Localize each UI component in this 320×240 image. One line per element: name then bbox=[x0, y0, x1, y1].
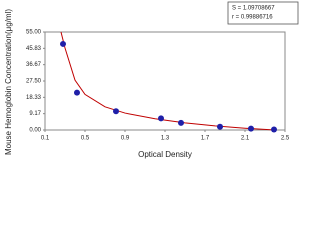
stat-s: S = 1.09708667 bbox=[232, 6, 275, 12]
data-point bbox=[217, 123, 223, 130]
chart: S = 1.09708667 r = 0.99886716 Optical De… bbox=[4, 1, 299, 160]
y-tick-label: 45.83 bbox=[26, 46, 42, 52]
y-axis-label: Mouse Hemoglobin Concentration(μg/ml) bbox=[4, 9, 13, 155]
stat-r: r = 0.99886716 bbox=[232, 15, 273, 21]
y-tick-label: 27.50 bbox=[26, 79, 42, 85]
data-point bbox=[74, 89, 80, 96]
x-tick-label: 0.9 bbox=[121, 136, 130, 142]
x-tick-label: 0.1 bbox=[41, 136, 50, 142]
y-tick-label: 18.33 bbox=[26, 95, 42, 101]
x-tick-label: 1.7 bbox=[201, 136, 210, 142]
y-tick-label: 0.00 bbox=[29, 128, 41, 134]
x-tick-label: 0.5 bbox=[81, 136, 90, 142]
y-tick-label: 36.67 bbox=[26, 62, 42, 68]
data-point bbox=[60, 40, 66, 47]
x-tick-label: 2.1 bbox=[241, 136, 250, 142]
plot-frame bbox=[44, 31, 286, 131]
data-point bbox=[113, 108, 119, 115]
x-tick-label: 1.3 bbox=[161, 136, 170, 142]
data-point bbox=[271, 126, 277, 133]
y-tick-label: 55.00 bbox=[26, 30, 42, 36]
x-tick-label: 2.5 bbox=[281, 136, 290, 142]
x-axis-label: Optical Density bbox=[138, 150, 192, 159]
data-point bbox=[158, 115, 164, 122]
stats-box bbox=[227, 1, 299, 25]
data-point bbox=[248, 125, 254, 132]
y-tick-label: 9.17 bbox=[29, 111, 41, 117]
data-point bbox=[178, 119, 184, 126]
fit-curve bbox=[60, 31, 276, 131]
